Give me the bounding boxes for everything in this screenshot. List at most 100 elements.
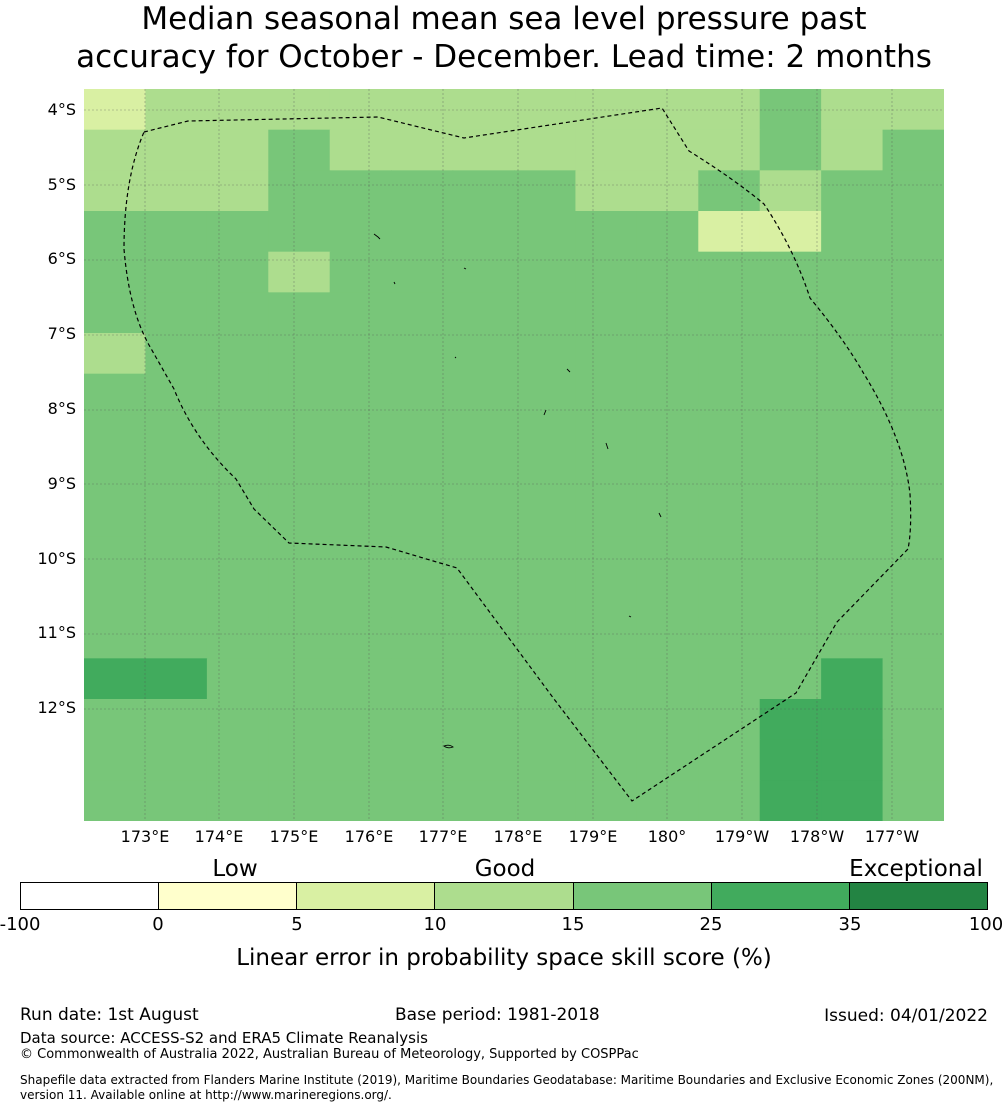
skill-cell (145, 414, 208, 456)
skill-cell (759, 211, 822, 253)
skill-cell (84, 780, 147, 821)
skill-cell (759, 495, 822, 537)
skill-cell (575, 251, 638, 293)
skill-cell (268, 739, 331, 781)
skill-cell (821, 292, 884, 334)
skill-cell (391, 129, 454, 171)
skill-cell (514, 129, 577, 171)
skill-cell (329, 211, 392, 253)
skill-cell (206, 211, 269, 253)
islands (373, 233, 662, 749)
skill-cell (84, 739, 147, 781)
skill-cell (821, 89, 884, 131)
skill-cell (329, 536, 392, 578)
issued-date: Issued: 04/01/2022 (824, 1006, 988, 1026)
skill-cell (636, 170, 699, 212)
skill-cell (575, 739, 638, 781)
skill-cell (84, 495, 147, 537)
skill-cell (452, 536, 515, 578)
skill-cell (698, 89, 761, 131)
skill-cell (452, 495, 515, 537)
skill-cell (84, 89, 147, 131)
colorbar-tick: 5 (291, 914, 303, 935)
skill-cell (821, 658, 884, 700)
skill-cell (452, 577, 515, 619)
skill-cell (206, 699, 269, 741)
skill-cell (514, 617, 577, 659)
skill-cell (329, 414, 392, 456)
skill-cell (514, 333, 577, 375)
skill-cell (514, 414, 577, 456)
skill-cell (206, 251, 269, 293)
skill-cell (84, 292, 147, 334)
skill-cell (145, 577, 208, 619)
skill-cell (145, 251, 208, 293)
skill-cell (84, 617, 147, 659)
skill-cell (821, 495, 884, 537)
skill-cell (698, 699, 761, 741)
lat-label: 9°S (47, 474, 76, 493)
lon-label: 177°E (418, 827, 468, 846)
skill-cell (759, 129, 822, 171)
skill-cell (145, 495, 208, 537)
shapefile-credit-line-2: version 11. Available online at http://w… (20, 1088, 392, 1102)
lat-label: 12°S (37, 698, 76, 717)
skill-cell (882, 658, 944, 700)
data-source: Data source: ACCESS-S2 and ERA5 Climate … (20, 1029, 428, 1047)
skill-cell (575, 699, 638, 741)
skill-cell (575, 495, 638, 537)
skill-cell (698, 455, 761, 497)
skill-cell (268, 251, 331, 293)
skill-cell (206, 536, 269, 578)
skill-cell (514, 577, 577, 619)
skill-cell (268, 89, 331, 131)
lon-label: 177°W (864, 827, 920, 846)
skill-cell (84, 455, 147, 497)
skill-cell (698, 414, 761, 456)
skill-cell (759, 739, 822, 781)
skill-cell (391, 251, 454, 293)
skill-cell (452, 251, 515, 293)
skill-cell (206, 89, 269, 131)
colorbar-tick: -100 (0, 914, 41, 935)
skill-cell (329, 577, 392, 619)
colorbar-segment (21, 883, 160, 909)
skill-cell (268, 617, 331, 659)
skill-cell (698, 170, 761, 212)
skill-cell (759, 251, 822, 293)
skill-cell (882, 211, 944, 253)
lon-label: 179°E (568, 827, 618, 846)
island (463, 267, 467, 270)
skill-cell (452, 455, 515, 497)
copyright: © Commonwealth of Australia 2022, Austra… (20, 1047, 639, 1062)
title-line-1: Median seasonal mean sea level pressure … (141, 1, 867, 37)
colorbar-segment (159, 883, 298, 909)
skill-cell (882, 739, 944, 781)
lat-label: 8°S (47, 399, 76, 418)
skill-cell (206, 658, 269, 700)
skill-cell (575, 577, 638, 619)
skill-cell (636, 658, 699, 700)
skill-cell (206, 333, 269, 375)
skill-cell (268, 211, 331, 253)
skill-cell (821, 251, 884, 293)
skill-cell (882, 577, 944, 619)
colorbar-segment (435, 883, 574, 909)
skill-cell (145, 129, 208, 171)
skill-cell (391, 414, 454, 456)
skill-cell (84, 129, 147, 171)
skill-cell (268, 577, 331, 619)
colorbar-tick: 25 (699, 914, 723, 935)
skill-cell (698, 617, 761, 659)
colorbar-label: Linear error in probability space skill … (236, 945, 772, 971)
island (454, 356, 457, 359)
skill-cell (759, 536, 822, 578)
skill-cell (206, 170, 269, 212)
skill-cell (636, 129, 699, 171)
skill-cell (84, 577, 147, 619)
skill-cell (329, 373, 392, 415)
skill-cell (882, 536, 944, 578)
skill-cell (636, 292, 699, 334)
skill-cells (84, 89, 944, 821)
skill-cell (698, 129, 761, 171)
